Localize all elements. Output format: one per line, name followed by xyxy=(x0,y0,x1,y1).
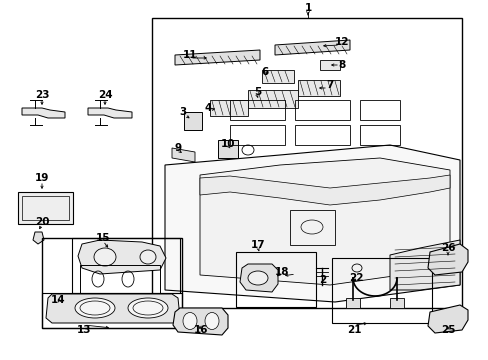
Ellipse shape xyxy=(128,298,168,318)
Bar xyxy=(359,125,399,145)
Polygon shape xyxy=(22,108,65,118)
Bar xyxy=(229,125,285,145)
Ellipse shape xyxy=(183,312,197,329)
Text: 4: 4 xyxy=(204,103,211,113)
Text: 23: 23 xyxy=(35,90,49,100)
Polygon shape xyxy=(46,294,180,323)
Bar xyxy=(236,252,315,307)
Text: 24: 24 xyxy=(98,90,112,100)
Bar xyxy=(209,100,247,116)
Text: 6: 6 xyxy=(261,67,268,77)
Bar xyxy=(389,298,403,308)
Polygon shape xyxy=(33,232,44,244)
Ellipse shape xyxy=(140,250,156,264)
Bar xyxy=(229,100,285,120)
Bar xyxy=(80,265,160,293)
Polygon shape xyxy=(78,240,165,274)
Polygon shape xyxy=(427,244,467,275)
Polygon shape xyxy=(173,308,227,335)
Bar xyxy=(218,140,238,158)
Text: 13: 13 xyxy=(77,325,91,335)
Text: 9: 9 xyxy=(174,143,181,153)
Text: 5: 5 xyxy=(254,87,261,97)
Text: 21: 21 xyxy=(346,325,361,335)
Polygon shape xyxy=(240,264,278,292)
Ellipse shape xyxy=(94,248,116,266)
Bar xyxy=(247,90,297,108)
Polygon shape xyxy=(427,305,467,333)
Text: 8: 8 xyxy=(338,60,345,70)
Text: 15: 15 xyxy=(96,233,110,243)
Bar xyxy=(289,210,334,245)
Ellipse shape xyxy=(204,312,219,329)
Bar xyxy=(42,238,182,328)
Bar xyxy=(294,125,349,145)
Text: 20: 20 xyxy=(35,217,49,227)
Text: 14: 14 xyxy=(51,295,65,305)
Text: 1: 1 xyxy=(304,3,311,13)
Polygon shape xyxy=(88,108,132,118)
Polygon shape xyxy=(164,145,459,302)
Polygon shape xyxy=(274,40,349,55)
Polygon shape xyxy=(200,175,449,205)
Bar xyxy=(297,80,339,96)
Text: 7: 7 xyxy=(325,80,333,90)
Polygon shape xyxy=(389,240,459,290)
Bar xyxy=(183,112,202,130)
Text: 22: 22 xyxy=(348,273,363,283)
Polygon shape xyxy=(172,148,195,162)
Text: 3: 3 xyxy=(179,107,186,117)
Bar xyxy=(346,298,359,308)
Text: 17: 17 xyxy=(250,240,265,250)
Polygon shape xyxy=(200,158,449,285)
Text: 10: 10 xyxy=(220,139,235,149)
Bar xyxy=(22,196,69,220)
Bar xyxy=(319,60,339,70)
Bar xyxy=(262,70,293,83)
Text: 12: 12 xyxy=(334,37,348,47)
Text: 11: 11 xyxy=(183,50,197,60)
Text: 2: 2 xyxy=(319,275,326,285)
Ellipse shape xyxy=(247,271,267,285)
Bar xyxy=(152,18,461,308)
Bar xyxy=(42,293,182,328)
Ellipse shape xyxy=(75,298,115,318)
Text: 16: 16 xyxy=(193,325,208,335)
Bar xyxy=(72,238,180,293)
Bar xyxy=(18,192,73,224)
Text: 25: 25 xyxy=(440,325,454,335)
Polygon shape xyxy=(175,50,260,65)
Bar xyxy=(359,100,399,120)
Text: 19: 19 xyxy=(35,173,49,183)
Text: 26: 26 xyxy=(440,243,454,253)
Text: 18: 18 xyxy=(274,267,289,277)
Bar xyxy=(294,100,349,120)
Bar xyxy=(331,258,431,323)
